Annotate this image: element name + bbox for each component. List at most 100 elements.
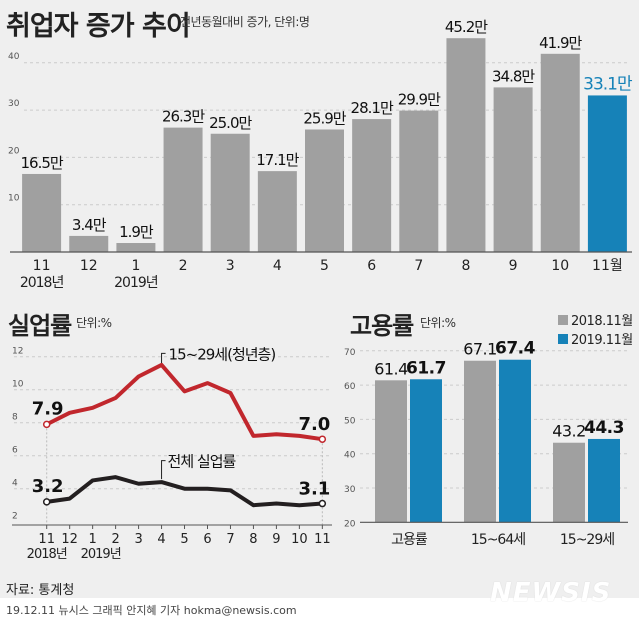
data-label: 25.9만: [303, 109, 346, 127]
y-tick-label: 50: [344, 416, 356, 426]
bar: [116, 243, 156, 252]
x-tick-label: 고용률: [391, 532, 428, 548]
y-tick-label: 10: [8, 194, 20, 204]
bar: [540, 53, 580, 252]
endpoint-marker: [318, 435, 327, 443]
data-label: 26.3만: [162, 108, 205, 126]
endpoint-marker: [42, 420, 51, 429]
employment-unit: 단위:%: [420, 316, 456, 330]
bar: [210, 133, 250, 252]
x-tick-label: 10: [551, 258, 569, 274]
employment-title: 고용률: [350, 312, 414, 340]
bar: [588, 438, 620, 523]
data-label: 16.5만: [20, 154, 63, 172]
credit-text: 19.12.11 뉴시스 그래픽 안지혜 기자 hokma@newsis.com: [6, 604, 297, 617]
leader-line: [161, 352, 166, 363]
data-label: 28.1만: [351, 99, 394, 117]
data-label: 41.9만: [539, 34, 582, 52]
x-tick-label: 1: [88, 532, 96, 547]
legend-swatch: [558, 315, 568, 325]
x-tick-label: 12: [61, 532, 78, 547]
start-value-label: 3.2: [32, 476, 64, 497]
data-label: 17.1만: [256, 151, 299, 169]
bar: [399, 110, 439, 252]
y-tick-label: 70: [344, 348, 356, 358]
y-tick-label: 20: [8, 146, 20, 156]
x-tick-label: 12: [80, 258, 98, 274]
x-tick-label: 11: [33, 258, 51, 274]
data-label: 34.8만: [492, 67, 535, 85]
x-tick-label: 7: [226, 532, 234, 547]
data-label: 25.0만: [209, 114, 252, 132]
data-label: 43.2: [552, 422, 586, 441]
series-label: 전체 실업률: [168, 453, 237, 471]
year-label: 2019년: [81, 547, 121, 562]
x-tick-label: 9: [509, 258, 518, 274]
year-label: 2019년: [114, 275, 158, 291]
y-tick-label: 10: [12, 380, 24, 390]
bar: [499, 359, 531, 523]
year-label: 2018년: [27, 547, 67, 562]
y-tick-label: 8: [12, 413, 18, 423]
data-label: 29.9만: [398, 91, 441, 109]
y-tick-label: 6: [12, 446, 18, 456]
y-tick-label: 30: [8, 99, 20, 109]
series-line: [45, 362, 323, 442]
series-label: 15~29세(청년층): [169, 345, 276, 363]
data-label: 67.4: [495, 339, 536, 359]
start-value-label: 7.9: [32, 398, 64, 419]
x-tick-label: 9: [272, 532, 280, 547]
x-tick-label: 4: [157, 532, 165, 547]
main-subtitle: 전년동월대비 증가, 단위:명: [180, 15, 310, 29]
y-tick-label: 30: [344, 485, 356, 495]
data-label: 33.1만: [583, 74, 633, 94]
x-tick-label: 11: [38, 532, 55, 547]
endpoint-marker: [318, 499, 327, 508]
bar: [446, 38, 486, 253]
newsis-logo: NEWSIS: [490, 578, 612, 608]
x-tick-label: 2: [179, 258, 188, 274]
x-tick-label: 7: [414, 258, 423, 274]
bar: [410, 379, 442, 523]
data-label: 61.4: [374, 359, 408, 378]
bar: [375, 380, 407, 523]
x-tick-label: 6: [203, 532, 211, 547]
source-text: 자료: 통계청: [6, 583, 75, 598]
bar: [352, 119, 392, 252]
x-tick-label: 3: [226, 258, 235, 274]
bar: [464, 360, 496, 523]
leader-line: [161, 460, 166, 480]
x-tick-label: 8: [461, 258, 470, 274]
x-tick-label: 10: [291, 532, 308, 547]
legend-swatch: [558, 334, 568, 344]
bar: [305, 129, 344, 252]
y-tick-label: 60: [344, 382, 356, 392]
x-tick-label: 1: [131, 258, 140, 274]
main-title: 취업자 증가 추이: [6, 11, 191, 42]
series-line: [46, 475, 323, 508]
y-tick-label: 40: [344, 451, 356, 461]
bar: [553, 442, 585, 523]
data-label: 3.4만: [72, 216, 107, 234]
x-tick-label: 2: [111, 532, 119, 547]
unemployment-unit: 단위:%: [76, 316, 112, 330]
y-tick-label: 20: [344, 519, 356, 529]
data-label: 1.9만: [119, 223, 154, 241]
y-tick-label: 12: [12, 347, 23, 357]
legend-label: 2018.11월: [571, 314, 633, 329]
bar: [587, 95, 627, 252]
x-tick-label: 15~29세: [560, 532, 614, 548]
x-tick-label: 5: [180, 532, 188, 547]
y-tick-label: 4: [12, 479, 18, 489]
bar: [493, 87, 533, 252]
end-value-label: 3.1: [298, 479, 330, 500]
end-value-label: 7.0: [298, 414, 330, 435]
bar: [69, 235, 109, 252]
x-tick-label: 15~64세: [471, 532, 525, 548]
data-label: 44.3: [584, 418, 624, 438]
x-tick-label: 5: [320, 258, 329, 274]
unemployment-title: 실업률: [8, 312, 72, 340]
year-label: 2018년: [20, 275, 64, 291]
data-label: 45.2만: [445, 18, 488, 36]
